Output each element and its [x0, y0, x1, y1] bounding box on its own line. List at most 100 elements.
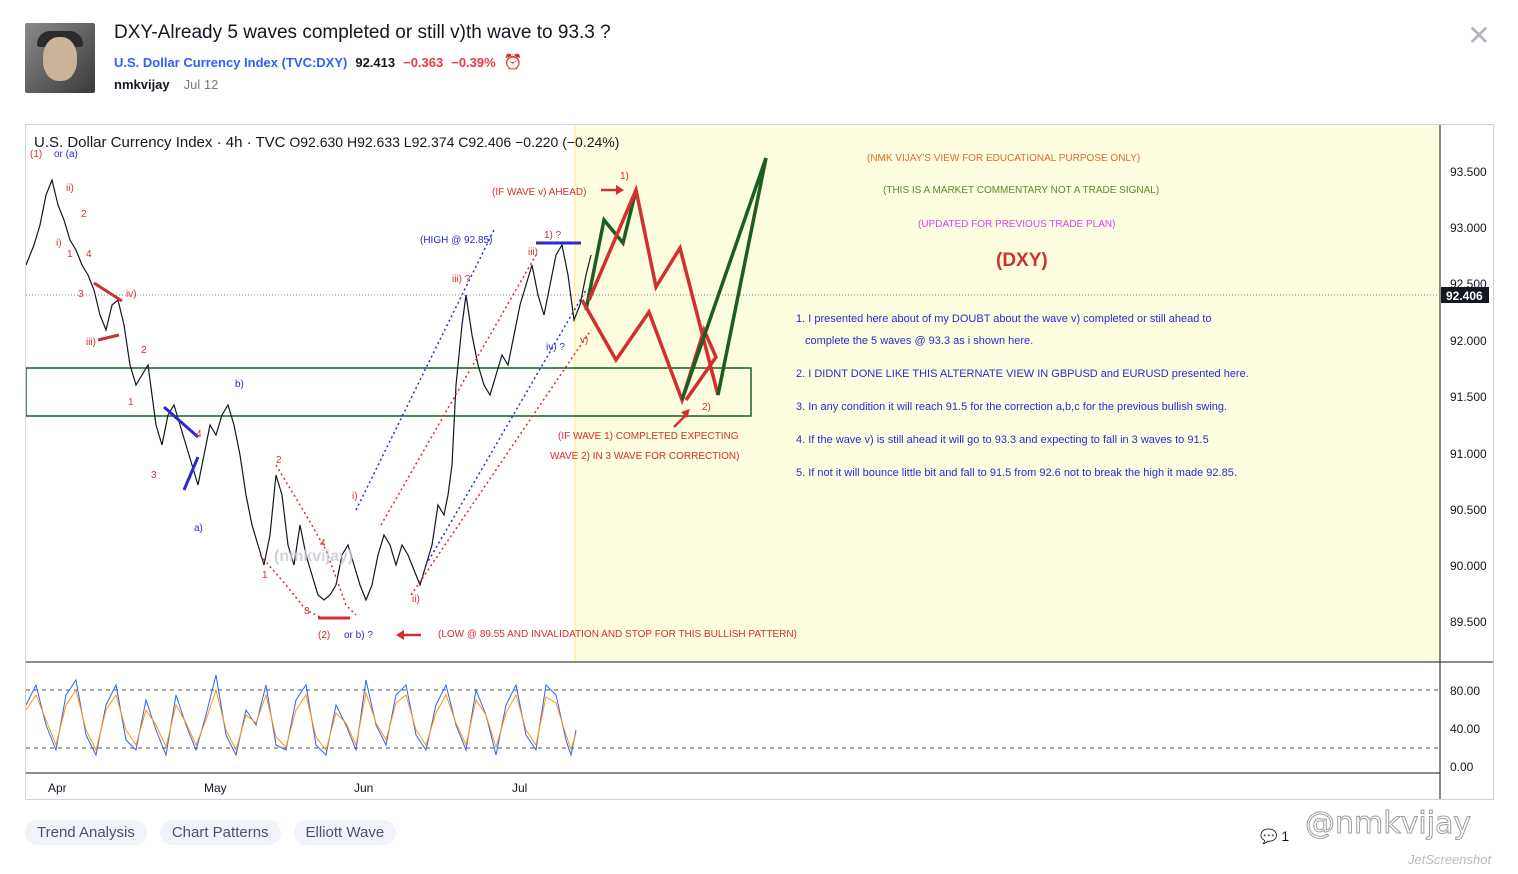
wave-label: ii) [66, 183, 74, 194]
wave-label: iii) ? [452, 274, 471, 285]
x-tick: Apr [48, 781, 67, 795]
wave-label: or (a) [54, 149, 78, 160]
arrow-icon [396, 630, 421, 640]
blue-wedge-1 [163, 405, 199, 439]
y-tick: 93.500 [1450, 165, 1487, 179]
wave-label: 4 [86, 249, 92, 260]
arrow-icon [673, 409, 690, 428]
wave-label: 3 [151, 470, 157, 481]
author-row: nmkvijay Jul 12 [114, 77, 218, 92]
wave-label: 1 [262, 570, 268, 581]
channel-blue-upper [355, 229, 495, 511]
wave-label: iv) ? [546, 342, 565, 353]
chart-canvas[interactable]: 93.500 93.000 92.500 92.000 91.500 91.00… [26, 125, 1493, 799]
chart-watermark: (nmkvijay) [274, 548, 353, 565]
commentary-note: 5. If not it will bounce little bit and … [796, 467, 1237, 479]
wave-label: 2 [81, 209, 87, 220]
commentary-note: 1. I presented here about of my DOUBT ab… [796, 313, 1212, 325]
wave-label: (1) [30, 149, 42, 160]
wave-label: 2 [141, 345, 147, 356]
dxy-label: (DXY) [996, 250, 1048, 271]
publish-date: Jul 12 [183, 77, 219, 92]
y-tick: 90.000 [1450, 559, 1487, 573]
annotation-wave1-completed-2: WAVE 2) IN 3 WAVE FOR CORRECTION) [550, 451, 739, 462]
annotation-low: (LOW @ 89.55 AND INVALIDATION AND STOP F… [438, 629, 797, 640]
wave-label: i) [352, 491, 358, 502]
footer-actions: 💬 1 [1260, 828, 1289, 845]
idea-tags: Trend Analysis Chart Patterns Elliott Wa… [25, 820, 397, 845]
tag-elliott-wave[interactable]: Elliott Wave [293, 820, 397, 845]
wave-label: 1 [67, 249, 73, 260]
red-iii-marker [97, 333, 120, 342]
watermark-brand: JetScreenshot [1408, 852, 1492, 867]
symbol-price: 92.413 [355, 54, 396, 70]
oscillator-k [26, 674, 577, 757]
wave-label: i) [56, 238, 62, 249]
wave-label: a) [194, 523, 203, 534]
y-tick: 91.000 [1450, 447, 1487, 461]
symbol-link[interactable]: U.S. Dollar Currency Index (TVC:DXY) [114, 55, 347, 70]
wave-label: 1 [128, 397, 134, 408]
author-name[interactable]: nmkvijay [114, 77, 170, 92]
wave-label: 2) [702, 402, 711, 413]
wave-label: 2 [276, 455, 282, 466]
wave-label: or b) ? [344, 630, 373, 641]
commentary-header: (UPDATED FOR PREVIOUS TRADE PLAN) [918, 219, 1115, 230]
projection-highlight [575, 125, 1440, 662]
osc-tick: 40.00 [1450, 722, 1480, 736]
commentary-note: 4. If the wave v) is still ahead it will… [796, 434, 1209, 446]
scenario-green-final-1 [680, 157, 768, 401]
wave-label: 4 [320, 538, 326, 549]
chart-symbol[interactable]: U.S. Dollar Currency Index · 4h · TVC [34, 134, 286, 151]
blue-wedge-2 [182, 456, 200, 491]
commentary-header: (THIS IS A MARKET COMMENTARY NOT A TRADE… [883, 185, 1159, 196]
wave-label: b) [235, 379, 244, 390]
comments-button[interactable]: 💬 1 [1260, 828, 1289, 845]
close-icon[interactable]: ✕ [1467, 20, 1491, 51]
symbol-change-pct: −0.39% [451, 54, 496, 70]
correction-dotted-red [275, 464, 357, 616]
symbol-code[interactable]: (TVC:DXY) [281, 54, 348, 70]
author-avatar[interactable] [25, 23, 95, 93]
scenario-red-v [587, 184, 720, 396]
wave-label: 1) [620, 171, 629, 182]
tag-chart-patterns[interactable]: Chart Patterns [159, 820, 281, 845]
avatar-face [43, 37, 77, 81]
osc-tick: 0.00 [1450, 760, 1474, 774]
wave-label: v) [580, 335, 588, 346]
symbol-name[interactable]: U.S. Dollar Currency Index [114, 54, 278, 70]
oscillator-d [26, 688, 577, 752]
x-tick: Jul [512, 781, 527, 795]
annotation-high: (HIGH @ 92.85) [420, 235, 492, 246]
wave-label: iv) [126, 289, 137, 300]
chart-frame [25, 124, 1494, 800]
arrow-icon [601, 185, 624, 195]
commentary-note: complete the 5 waves @ 93.3 as i shown h… [805, 335, 1033, 347]
alarm-clock-icon[interactable]: ⏰ [503, 54, 523, 71]
comments-count: 1 [1281, 828, 1290, 844]
commentary-header: (NMK VIJAY'S VIEW FOR EDUCATIONAL PURPOS… [867, 153, 1140, 164]
symbol-change: −0.363 [403, 54, 444, 70]
chart-legend: U.S. Dollar Currency Index · 4h · TVC O9… [34, 134, 619, 151]
y-tick: 92.000 [1450, 334, 1487, 348]
y-tick: 93.000 [1450, 221, 1487, 235]
y-tick: 89.500 [1450, 615, 1487, 629]
wave-label: iii) [528, 247, 538, 258]
oscillator-axis: 80.00 40.00 0.00 [1450, 684, 1480, 774]
x-tick: May [204, 781, 227, 795]
channel-red-mid [380, 254, 537, 526]
annotation-wave1-completed-1: (IF WAVE 1) COMPLETED EXPECTING [558, 431, 739, 442]
scenario-green-up [584, 189, 638, 311]
y-tick: 91.500 [1450, 390, 1487, 404]
wave-label: 3 [304, 606, 310, 617]
y-tick: 90.500 [1450, 503, 1487, 517]
tag-trend-analysis[interactable]: Trend Analysis [25, 820, 147, 845]
annotation-if-wave-v: (IF WAVE v) AHEAD) [492, 187, 586, 198]
x-tick: Jun [354, 781, 373, 795]
wave-label: 4 [196, 429, 202, 440]
wave-label: 3 [78, 289, 84, 300]
wave-label: iii) [86, 337, 96, 348]
comment-icon: 💬 [1260, 828, 1278, 844]
price-series [26, 178, 592, 602]
y-axis: 93.500 93.000 92.500 92.000 91.500 91.00… [1450, 165, 1487, 629]
